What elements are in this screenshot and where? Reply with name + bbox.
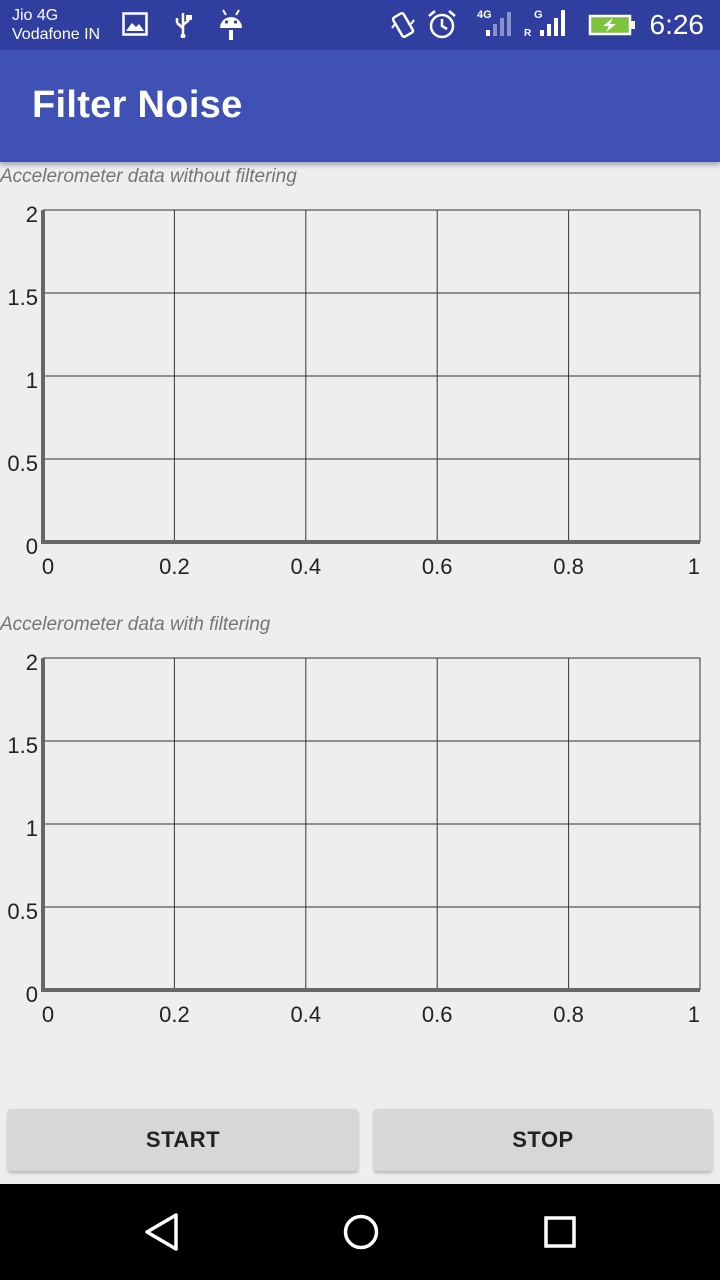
chart-unfiltered: 0 0.2 0.4 0.6 0.8 1 0 0.5 1 1.5 2 [0, 200, 720, 620]
x-tick-label: 0.8 [553, 554, 584, 579]
home-button[interactable] [301, 1184, 421, 1280]
app-title: Filter Noise [32, 84, 243, 126]
y-tick-label: 2 [26, 202, 38, 227]
x-tick-label: 0.2 [159, 1002, 190, 1027]
network-type-1: 4G [477, 9, 492, 21]
y-tick-label: 1 [26, 368, 38, 393]
status-bar: Jio 4G Vodafone IN 4G G R [0, 0, 720, 50]
y-tick-label: 2 [26, 650, 38, 675]
x-tick-label: 0.4 [291, 1002, 322, 1027]
vibrate-icon [391, 11, 415, 39]
y-tick-label: 0.5 [7, 451, 38, 476]
carrier-1: Jio 4G [12, 7, 59, 24]
network-type-2: G [534, 9, 543, 21]
navigation-bar [0, 1184, 720, 1280]
chart-unfiltered-plot: 0 0.2 0.4 0.6 0.8 1 0 0.5 1 1.5 2 [7, 202, 701, 579]
x-tick-label: 1 [688, 1002, 700, 1027]
x-tick-label: 0.4 [291, 554, 322, 579]
carrier-names: Jio 4G Vodafone IN [12, 6, 100, 44]
x-tick-label: 0.6 [422, 1002, 453, 1027]
roaming-indicator: R [524, 28, 532, 39]
chart-2-label: Accelerometer data with filtering [0, 614, 271, 635]
y-tick-label: 0.5 [7, 899, 38, 924]
x-tick-label: 0.8 [553, 1002, 584, 1027]
back-icon [145, 1213, 178, 1251]
battery-charging-icon [588, 14, 635, 36]
chart-filtered: 0 0.2 0.4 0.6 0.8 1 0 0.5 1 1.5 2 [0, 648, 720, 1068]
chart-1-label: Accelerometer data without filtering [0, 166, 297, 187]
home-icon [343, 1214, 379, 1250]
carrier-2: Vodafone IN [12, 26, 101, 43]
y-tick-label: 1.5 [7, 285, 38, 310]
y-tick-label: 1.5 [7, 733, 38, 758]
stop-button[interactable]: STOP [374, 1109, 712, 1171]
y-tick-label: 0 [26, 534, 38, 559]
x-tick-label: 0 [42, 1002, 54, 1027]
image-icon [122, 12, 148, 36]
app-bar: Filter Noise [0, 50, 720, 162]
usb-icon [175, 13, 192, 38]
x-tick-label: 1 [688, 554, 700, 579]
alarm-icon [428, 10, 456, 39]
x-tick-label: 0.6 [422, 554, 453, 579]
chart-filtered-plot: 0 0.2 0.4 0.6 0.8 1 0 0.5 1 1.5 2 [7, 650, 701, 1027]
start-button[interactable]: START [8, 1109, 358, 1171]
x-tick-label: 0 [42, 554, 54, 579]
x-tick-label: 0.2 [159, 554, 190, 579]
clock: 6:26 [649, 9, 705, 40]
signal-icon: 4G [477, 9, 511, 36]
y-tick-label: 1 [26, 816, 38, 841]
recents-button[interactable] [500, 1184, 620, 1280]
signal-icon-2: G R [524, 9, 565, 39]
recents-icon [544, 1216, 576, 1248]
android-icon [220, 9, 242, 40]
y-tick-label: 0 [26, 982, 38, 1007]
back-button[interactable] [102, 1184, 222, 1280]
